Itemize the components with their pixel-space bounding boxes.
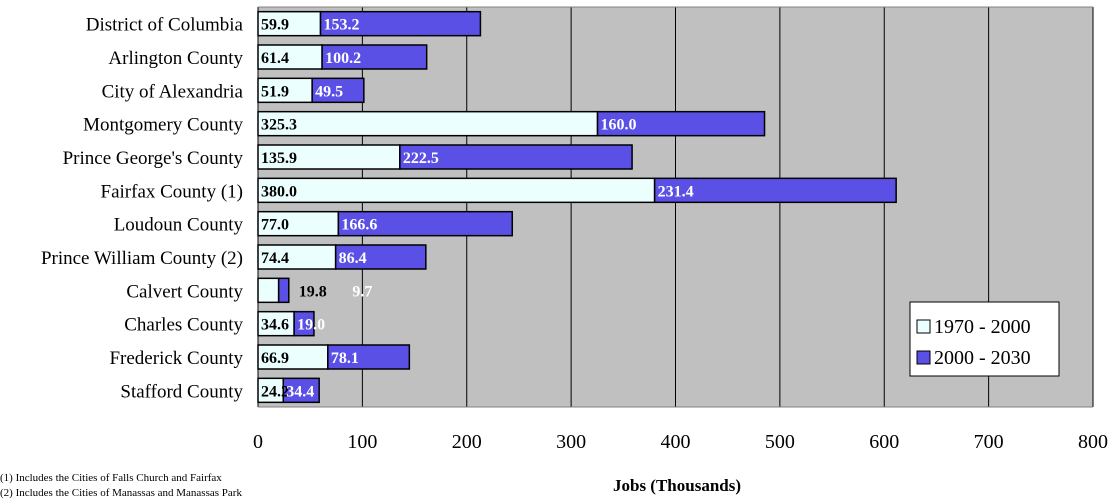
- bar-2000-2030: [596, 110, 766, 137]
- data-label-1970-2000: 74.4: [261, 250, 289, 267]
- bar-2000-2030: [319, 10, 482, 37]
- data-label-1970-2000: 77.0: [261, 217, 289, 234]
- legend: 1970 - 2000 2000 - 2030: [909, 301, 1060, 377]
- data-label-1970-2000: 380.0: [261, 183, 297, 200]
- legend-swatch-2000-2030: [916, 350, 931, 365]
- x-tick-label: 600: [869, 431, 899, 453]
- x-axis-title: Jobs (Thousands): [613, 476, 741, 495]
- data-labels: 59.9 153.2 61.4 100.2 51.9 49.5 325.3 160.0 135.…: [261, 17, 694, 401]
- x-tick-label: 700: [974, 431, 1004, 453]
- data-label-1970-2000: 325.3: [261, 117, 297, 134]
- bar-1970-2000: [257, 310, 295, 337]
- footnote-1: (1) Includes the Cities of Falls Church …: [0, 472, 222, 484]
- data-label-2000-2030: 100.2: [325, 50, 361, 67]
- bar-1970-2000: [257, 277, 280, 304]
- legend-label-1970-2000: 1970 - 2000: [934, 316, 1031, 338]
- category-label: District of Columbia: [86, 15, 244, 36]
- bar-2000-2030: [277, 277, 290, 304]
- data-label-2000-2030: 153.2: [324, 17, 360, 34]
- category-label: Prince George's County: [63, 148, 244, 169]
- bar-2000-2030: [311, 77, 365, 104]
- data-label-1970-2000: 51.9: [261, 83, 289, 100]
- bar-1970-2000: [257, 344, 329, 370]
- data-label-2000-2030: 9.7: [352, 283, 372, 300]
- bar-2000-2030: [653, 177, 897, 204]
- x-tick-label: 500: [765, 431, 795, 453]
- category-label: Loudoun County: [114, 215, 244, 236]
- data-label-1970-2000: 59.9: [261, 17, 289, 34]
- x-tick-label: 800: [1078, 431, 1108, 453]
- category-label: Charles County: [124, 315, 243, 336]
- x-tick-label: 100: [347, 431, 377, 453]
- data-label-1970-2000: 24.2: [261, 383, 289, 400]
- data-label-2000-2030: 86.4: [339, 250, 367, 267]
- x-tick-labels: 0 100 200 300 400 500 600 700 800: [253, 431, 1108, 453]
- category-label: Stafford County: [120, 381, 243, 402]
- bar-1970-2000: [257, 210, 340, 237]
- bar-2000-2030: [337, 210, 514, 237]
- bar-1970-2000: [257, 110, 599, 137]
- bar-2000-2030: [293, 310, 315, 337]
- data-label-2000-2030: 166.6: [341, 217, 377, 234]
- bar-2000-2030: [327, 344, 411, 370]
- data-label-1970-2000: 66.9: [261, 350, 289, 367]
- data-label-2000-2030: 231.4: [658, 183, 694, 200]
- data-label-1970-2000: 135.9: [261, 150, 297, 167]
- footnote-2: (2) Includes the Cities of Manassas and …: [0, 487, 242, 499]
- bar-2000-2030: [334, 244, 427, 270]
- legend-swatch-1970-2000: [916, 319, 931, 334]
- category-label: Montgomery County: [83, 115, 243, 136]
- data-label-2000-2030: 34.4: [286, 383, 314, 400]
- category-label: City of Alexandria: [102, 81, 244, 102]
- data-label-2000-2030: 49.5: [315, 83, 343, 100]
- data-label-2000-2030: 19.0: [297, 317, 325, 334]
- legend-box: [909, 301, 1060, 377]
- bar-2000-2030: [321, 44, 428, 70]
- x-tick-label: 400: [661, 431, 691, 453]
- data-label-2000-2030: 78.1: [331, 350, 359, 367]
- data-label-2000-2030: 160.0: [601, 117, 637, 134]
- category-labels: District of Columbia Arlington County City…: [41, 15, 244, 403]
- legend-label-2000-2030: 2000 - 2030: [934, 347, 1031, 369]
- data-label-2000-2030: 222.5: [403, 150, 439, 167]
- category-label: Prince William County (2): [41, 248, 243, 269]
- x-tick-label: 0: [253, 431, 263, 453]
- category-label: Arlington County: [108, 48, 243, 69]
- bars: [257, 10, 897, 404]
- data-label-1970-2000: 34.6: [261, 317, 289, 334]
- gridlines: [257, 6, 1094, 408]
- bar-2000-2030: [282, 377, 320, 404]
- x-tick-label: 300: [556, 431, 586, 453]
- category-label: Fairfax County (1): [101, 181, 243, 202]
- bar-1970-2000: [257, 244, 337, 270]
- data-label-1970-2000: 19.8: [299, 283, 327, 300]
- data-label-1970-2000: 61.4: [261, 50, 289, 67]
- bar-1970-2000: [257, 377, 285, 404]
- category-label: Calvert County: [126, 281, 243, 302]
- category-label: Frederick County: [109, 348, 243, 369]
- bar-1970-2000: [257, 177, 656, 204]
- bar-2000-2030: [399, 144, 633, 170]
- x-tick-label: 200: [452, 431, 482, 453]
